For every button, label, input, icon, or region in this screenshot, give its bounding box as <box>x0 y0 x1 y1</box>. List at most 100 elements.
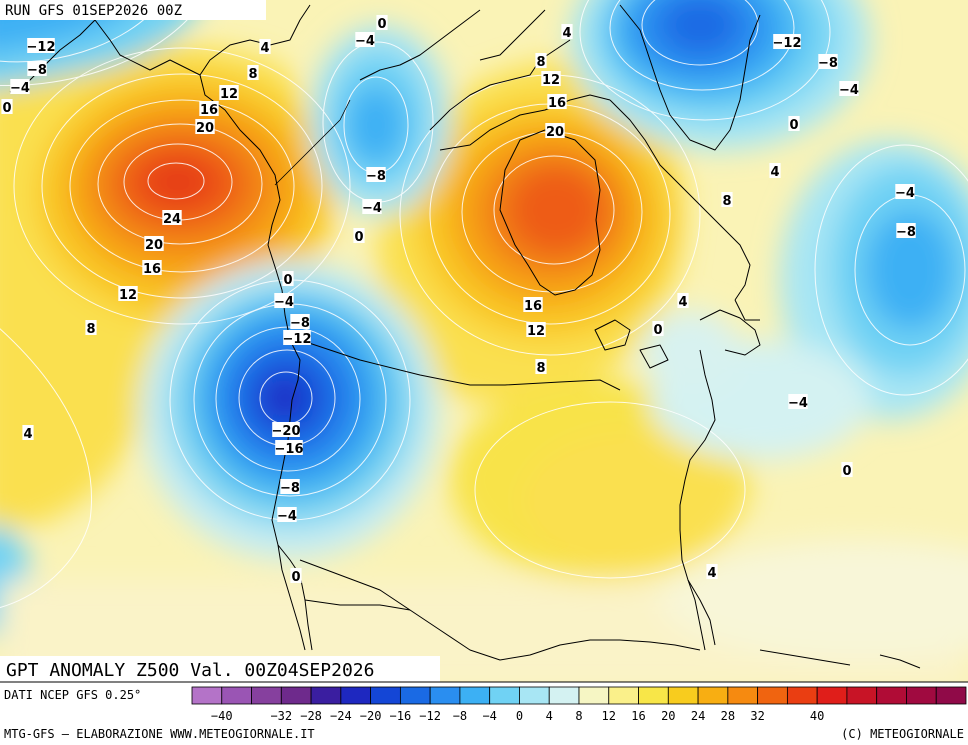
colorbar-swatch <box>935 686 967 705</box>
colorbar-tick-label: −4 <box>482 709 496 723</box>
contour-label: 8 <box>535 359 547 376</box>
colorbar-tick-label: −8 <box>453 709 467 723</box>
contour-label-text: −4 <box>10 81 30 96</box>
contour-label-text: 16 <box>143 262 161 277</box>
colorbar-swatch <box>399 686 431 705</box>
contour-label-text: 4 <box>562 26 571 41</box>
contour-label: 8 <box>721 192 733 209</box>
contour-label: 0 <box>376 15 388 32</box>
contour-label: −8 <box>896 223 916 240</box>
contour-label: −4 <box>277 507 297 524</box>
contour-label-text: −8 <box>366 169 386 184</box>
contour-label-text: 8 <box>722 194 731 209</box>
contour-label: 4 <box>259 39 271 56</box>
colorbar-tick-label: 0 <box>516 709 523 723</box>
contour-label-text: 12 <box>220 87 238 102</box>
contour-label-text: −16 <box>275 442 304 457</box>
contour-label-text: −4 <box>839 83 859 98</box>
colorbar-tick-label: −12 <box>419 709 441 723</box>
colorbar-swatch <box>638 686 669 705</box>
contour-label: 20 <box>144 236 164 253</box>
contour-label-text: 8 <box>536 361 545 376</box>
contour-label: 0 <box>652 321 664 338</box>
colorbar-swatch <box>310 686 342 705</box>
contour-label-text: 4 <box>260 41 269 56</box>
contour-label-text: 4 <box>770 165 779 180</box>
colorbar-swatch <box>429 686 461 705</box>
colorbar-swatch <box>608 686 639 705</box>
colorbar-swatch <box>697 686 729 705</box>
contour-label: −4 <box>10 79 30 96</box>
colorbar-swatch <box>221 686 252 705</box>
contour-label: −12 <box>773 34 801 51</box>
colorbar-tick-label: 12 <box>602 709 616 723</box>
contour-label: 4 <box>677 293 689 310</box>
colorbar-tick-label: 20 <box>661 709 675 723</box>
colorbar-swatch <box>786 686 818 705</box>
colorbar-tick-label: 4 <box>546 709 553 723</box>
contour-label: −8 <box>27 61 47 78</box>
contour-label-text: 8 <box>86 322 95 337</box>
coastlines <box>9 4 921 669</box>
contour-label-text: −4 <box>277 509 297 524</box>
contour-label-text: −4 <box>895 186 915 201</box>
contour-label: 0 <box>1 99 13 116</box>
contour-label: −20 <box>272 422 300 439</box>
contour-label-text: 4 <box>678 295 687 310</box>
field-title-box: GPT ANOMALY Z500 Val. 00Z04SEP2026 <box>0 656 440 682</box>
contour-label: −12 <box>283 330 312 347</box>
contour-label-text: −8 <box>818 56 838 71</box>
colorbar <box>191 686 967 705</box>
contour-label: 4 <box>561 24 573 41</box>
data-source: DATI NCEP GFS 0.25° <box>4 688 141 702</box>
colorbar-swatch <box>489 686 520 705</box>
contour-label: 16 <box>142 260 162 277</box>
contour-label-text: 12 <box>119 288 137 303</box>
contour-label: 16 <box>199 101 219 118</box>
contour-label: −4 <box>274 293 294 310</box>
contour-label: 4 <box>706 564 718 581</box>
colorbar-swatch <box>846 686 878 705</box>
colorbar-tick-label: −32 <box>270 709 292 723</box>
contour-label: 12 <box>219 85 239 102</box>
contour-label: 8 <box>247 65 259 82</box>
colorbar-swatch <box>816 686 848 705</box>
credit-right: (C) METEOGIORNALE <box>841 727 964 741</box>
colorbar-swatch <box>370 686 401 705</box>
colorbar-swatch <box>280 686 312 705</box>
contour-label: −8 <box>280 479 300 496</box>
contour-label-text: 20 <box>145 238 163 253</box>
colorbar-tick-label: 24 <box>691 709 705 723</box>
contour-label-text: 0 <box>789 118 798 133</box>
contour-label-text: −12 <box>27 40 56 55</box>
colorbar-swatch <box>548 686 580 705</box>
contour-label-text: 12 <box>542 73 560 88</box>
contour-label-text: 12 <box>527 324 545 339</box>
contour-label: 0 <box>353 228 365 245</box>
contour-label: 16 <box>547 94 567 111</box>
field-title: GPT ANOMALY Z500 Val. 00Z04SEP2026 <box>6 660 374 681</box>
contour-label: 0 <box>841 462 853 479</box>
colorbar-tick-label: −16 <box>390 709 412 723</box>
contour-label-text: −4 <box>362 201 382 216</box>
contour-label-text: −12 <box>283 332 312 347</box>
colorbar-tick-label: 28 <box>721 709 735 723</box>
contour-label-text: 0 <box>283 273 292 288</box>
contour-label-text: 0 <box>653 323 662 338</box>
colorbar-tick-label: 32 <box>750 709 764 723</box>
contour-label: −4 <box>355 32 375 49</box>
contour-label: −4 <box>788 394 808 411</box>
contour-label: 0 <box>788 116 800 133</box>
contour-label-text: 8 <box>536 55 545 70</box>
contour-label: 0 <box>282 271 294 288</box>
contour-label: 4 <box>22 425 34 442</box>
colorbar-tick-label: −40 <box>211 709 233 723</box>
contour-label: 8 <box>535 53 547 70</box>
colorbar-tick-label: −28 <box>300 709 322 723</box>
colorbar-swatch <box>876 686 907 705</box>
contour-label-text: 4 <box>23 427 32 442</box>
contour-label: −16 <box>275 440 304 457</box>
contour-label-text: 16 <box>548 96 566 111</box>
contour-label-text: −4 <box>274 295 294 310</box>
